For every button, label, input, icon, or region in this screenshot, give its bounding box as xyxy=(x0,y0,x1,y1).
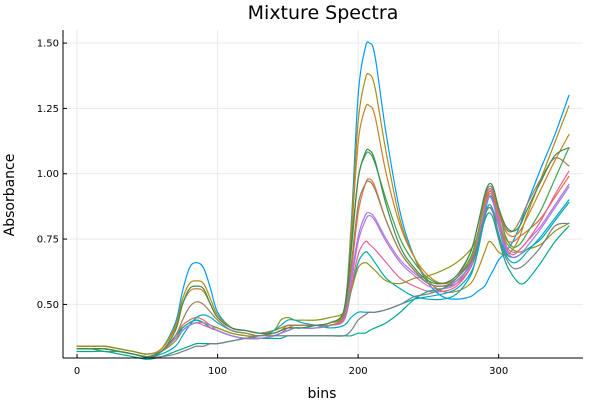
y-tick-label: 0.50 xyxy=(37,300,59,311)
x-tick-label: 300 xyxy=(489,366,508,377)
series-line-14 xyxy=(76,207,570,358)
y-tick-label: 1.00 xyxy=(37,169,59,180)
series-line-13 xyxy=(76,157,570,358)
grid xyxy=(63,30,583,358)
series-line-9 xyxy=(76,212,570,360)
series-line-11 xyxy=(76,199,570,358)
series-line-8 xyxy=(76,103,570,355)
axes xyxy=(62,30,583,359)
x-tick-label: 100 xyxy=(208,366,227,377)
y-tick-labels: 0.50 0.75 1.00 1.25 1.50 xyxy=(37,39,67,311)
x-tick-label: 200 xyxy=(349,366,368,377)
x-tick-label: 0 xyxy=(74,366,80,377)
chart-title: Mixture Spectra xyxy=(248,2,399,24)
series-line-10 xyxy=(76,206,570,355)
y-tick-label: 1.25 xyxy=(37,104,59,115)
series-line-5 xyxy=(76,72,570,355)
series-line-12 xyxy=(76,186,570,358)
x-axis-label: bins xyxy=(308,386,337,400)
series-lines xyxy=(76,41,570,360)
y-tick-label: 1.50 xyxy=(37,39,59,50)
y-axis-label: Absorbance xyxy=(2,154,18,237)
series-line-15 xyxy=(76,147,570,358)
y-tick-label: 0.75 xyxy=(37,235,59,246)
x-tick-labels: 0 100 200 300 xyxy=(74,354,508,377)
